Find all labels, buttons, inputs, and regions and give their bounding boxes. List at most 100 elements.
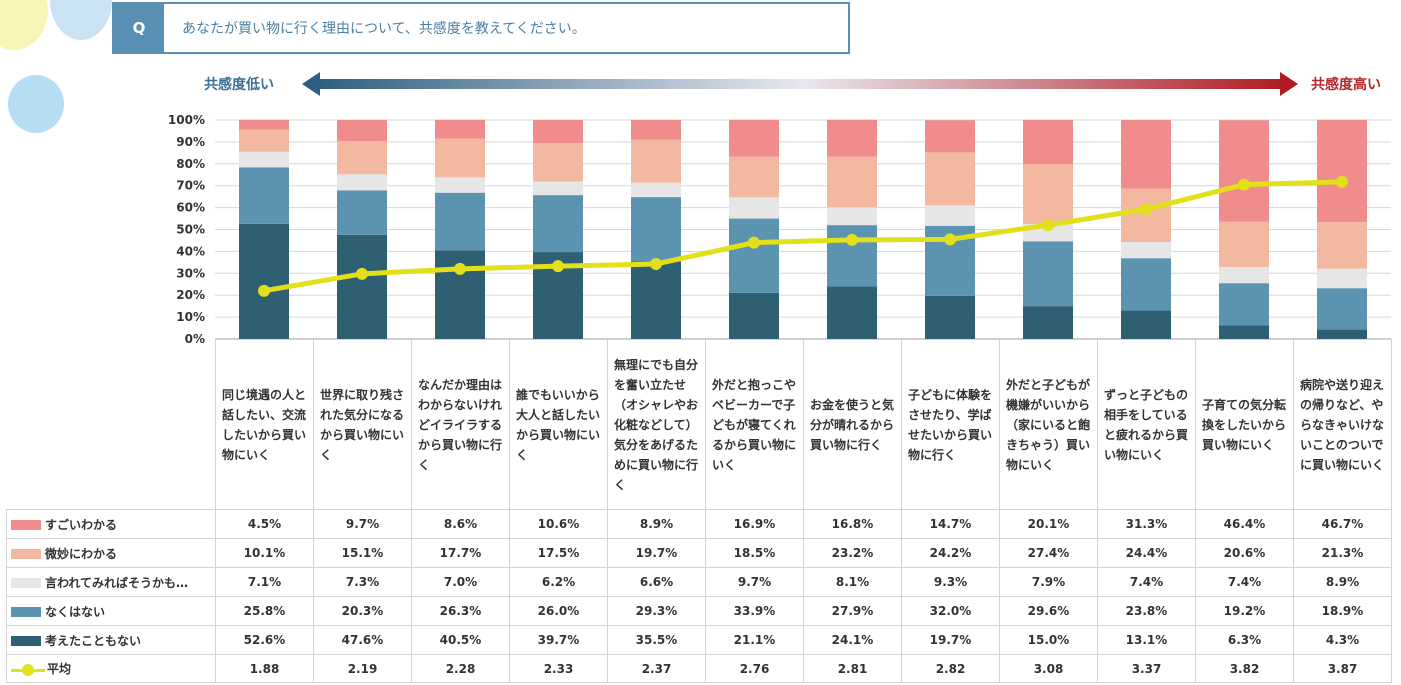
table-row: なくはない 25.8% 20.3% 26.3% 26.0% 29.3% 33.9% 27.9%… (6, 596, 1392, 626)
table-cell-average: 3.87 (1293, 654, 1392, 683)
bar-segment-very (533, 120, 583, 144)
table-cell-average: 2.19 (313, 654, 412, 683)
table-cell: 14.7% (901, 509, 1000, 539)
table-cell: 23.2% (803, 538, 902, 568)
category-label: 無理にでも自分を奮い立たせ（オシャレやお化粧などして）気分をあげるために買い物に… (607, 339, 706, 510)
table-cell: 24.1% (803, 625, 902, 655)
legend-swatch (11, 520, 41, 530)
category-label: 子どもに体験をさせたり、学ばせたいから買い物に行く (901, 339, 1000, 510)
average-point (356, 267, 368, 280)
bar-segment-never (827, 286, 877, 339)
y-tick-label: 50% (176, 223, 205, 237)
table-cell-average: 3.37 (1097, 654, 1196, 683)
category-label: 誰でもいいから大人と話したいから買い物にいく (509, 339, 608, 510)
table-cell: 18.5% (705, 538, 804, 568)
table-cell: 7.3% (313, 567, 412, 597)
bar-segment-somewhat (1317, 222, 1367, 269)
table-cell: 19.7% (607, 538, 706, 568)
legend-label: 言われてみればそうかも… (45, 575, 189, 590)
bar-segment-somewhat (925, 152, 975, 206)
bar-segment-very (729, 119, 779, 157)
bar-segment-maybe (337, 174, 387, 191)
table-cell-average: 2.37 (607, 654, 706, 683)
bar-segment-never (729, 292, 779, 339)
bar-segment-maybe (239, 151, 289, 168)
legend-swatch (11, 549, 41, 559)
category-label: 外だと抱っこやベビーカーで子どもが寝てくれるから買い物にいく (705, 339, 804, 510)
table-cell: 27.9% (803, 596, 902, 626)
bar-segment-maybe (631, 182, 681, 198)
y-tick-label: 10% (176, 310, 205, 324)
table-cell-average: 2.82 (901, 654, 1000, 683)
legend-label: 平均 (47, 662, 72, 676)
table-cell-average: 2.28 (411, 654, 510, 683)
bar-segment-maybe (533, 181, 583, 196)
table-cell: 16.9% (705, 509, 804, 539)
table-cell: 6.3% (1195, 625, 1294, 655)
table-cell: 32.0% (901, 596, 1000, 626)
decor-circle-blue-small (8, 75, 64, 133)
table-cell: 21.1% (705, 625, 804, 655)
table-cell: 7.4% (1195, 567, 1294, 597)
bar-segment-not_none (337, 190, 387, 235)
table-cell: 15.0% (999, 625, 1098, 655)
table-row: すごいわかる 4.5% 9.7% 8.6% 10.6% 8.9% 16.9% 16.8% 14.… (6, 509, 1392, 539)
average-point (258, 284, 270, 297)
average-line (263, 179, 1343, 294)
table-cell: 7.4% (1097, 567, 1196, 597)
table-cell: 31.3% (1097, 509, 1196, 539)
bar-segment-not_none (435, 192, 485, 251)
data-table: 同じ境遇の人と話したい、交流したいから買い物にいく 世界に取り残された気分になるか… (6, 339, 1392, 683)
legend-maybe: 言われてみればそうかも… (6, 567, 216, 597)
category-label: 子育ての気分転換をしたいから買い物にいく (1195, 339, 1294, 510)
table-cell: 9.7% (313, 509, 412, 539)
table-cell: 17.5% (509, 538, 608, 568)
category-label: お金を使うと気分が晴れるから買い物に行く (803, 339, 902, 510)
bar-segment-somewhat (435, 138, 485, 178)
bar-segment-never (1023, 306, 1073, 339)
table-cell: 26.3% (411, 596, 510, 626)
bar-segment-not_none (1317, 288, 1367, 330)
table-row-average: 平均 1.88 2.19 2.28 2.33 2.37 2.76 2.81 2.82 3.08 3.… (6, 654, 1392, 683)
y-tick-label: 70% (176, 179, 205, 193)
bar-segment-somewhat (1121, 188, 1171, 242)
table-cell-average: 3.08 (999, 654, 1098, 683)
table-cell: 15.1% (313, 538, 412, 568)
average-point (846, 233, 858, 246)
question-badge: Q (114, 4, 164, 52)
bar-segment-not_none (1023, 241, 1073, 307)
legend-somewhat: 微妙にわかる (6, 538, 216, 568)
bar-segment-never (1219, 325, 1269, 339)
average-point (1042, 219, 1054, 232)
bar-segment-maybe (827, 207, 877, 226)
bar-segment-very (631, 120, 681, 140)
bar-segment-not_none (533, 195, 583, 253)
legend-swatch (11, 578, 41, 588)
bar-segment-not_none (1219, 283, 1269, 326)
table-cell: 21.3% (1293, 538, 1392, 568)
table-cell: 17.7% (411, 538, 510, 568)
table-cell: 47.6% (313, 625, 412, 655)
legend-average: 平均 (6, 654, 216, 683)
bar-segment-never (925, 295, 975, 339)
table-cell: 46.7% (1293, 509, 1392, 539)
legend-swatch-line (11, 663, 45, 676)
legend-swatch (11, 607, 41, 617)
legend-label: なくはない (45, 604, 106, 619)
category-label: 同じ境遇の人と話したい、交流したいから買い物にいく (215, 339, 314, 510)
y-tick-label: 80% (176, 157, 205, 171)
table-cell-average: 2.33 (509, 654, 608, 683)
table-cell-average: 2.81 (803, 654, 902, 683)
table-cell: 27.4% (999, 538, 1098, 568)
bar-segment-somewhat (533, 143, 583, 182)
question-text: あなたが買い物に行く理由について、共感度を教えてください。 (182, 21, 586, 37)
bar-segment-very (925, 120, 975, 153)
bar-segment-not_none (729, 218, 779, 293)
table-cell: 35.5% (607, 625, 706, 655)
y-tick-label: 20% (176, 288, 205, 302)
table-cell: 7.1% (215, 567, 314, 597)
bar-segment-very (1317, 119, 1367, 223)
arrow-left-head (302, 72, 320, 96)
table-cell: 8.9% (607, 509, 706, 539)
bar-segment-somewhat (1023, 164, 1073, 225)
